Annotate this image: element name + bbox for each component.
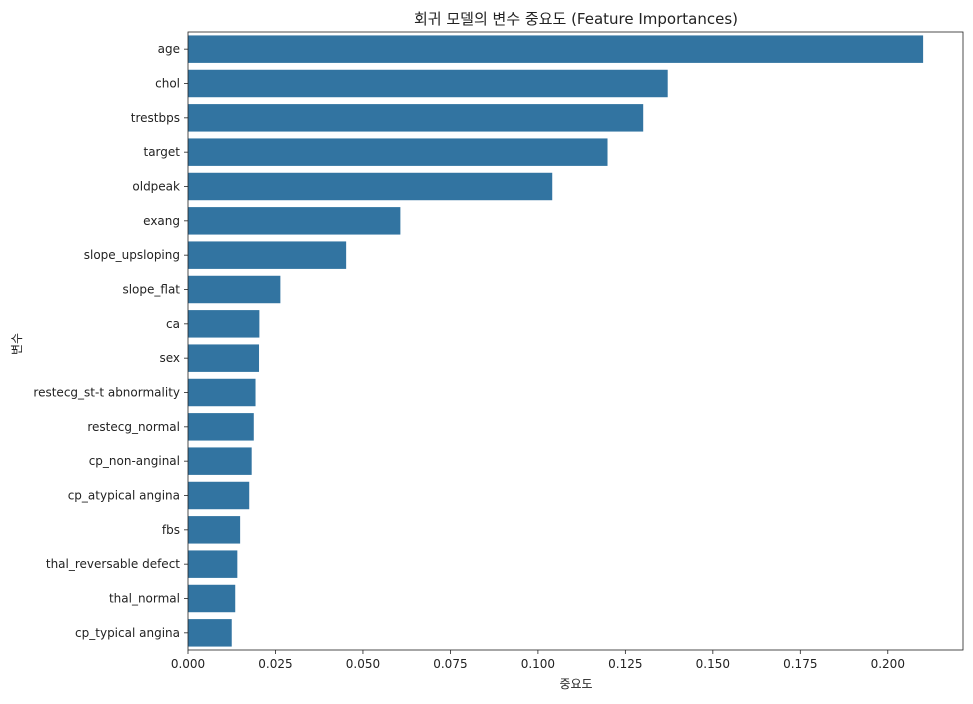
y-tick-label: target (144, 145, 181, 159)
y-tick-label: restecg_normal (87, 420, 180, 434)
y-tick-label: sex (159, 351, 180, 365)
x-tick-label: 0.150 (696, 657, 730, 671)
x-tick-label: 0.075 (433, 657, 467, 671)
bar-sex (188, 344, 260, 372)
x-tick-label: 0.125 (608, 657, 642, 671)
bar-restecg-st-t-abnormality (188, 378, 256, 407)
y-tick-label: chol (155, 77, 180, 91)
bar-cp-non-anginal (188, 447, 252, 475)
bar-restecg-normal (188, 413, 254, 441)
y-axis-label: 변수 (10, 333, 24, 355)
bar-target (188, 138, 608, 166)
bar-cp-atypical-angina (188, 481, 250, 510)
y-tick-label: oldpeak (132, 180, 180, 194)
bar-slope-flat (188, 275, 281, 304)
bar-thal-reversable-defect (188, 550, 238, 578)
chart-title: 회귀 모델의 변수 중요도 (Feature Importances) (414, 10, 738, 28)
y-tick-label: thal_reversable defect (46, 557, 180, 571)
y-tick-label: cp_atypical angina (68, 489, 180, 503)
y-tick-label: restecg_st-t abnormality (33, 386, 180, 400)
x-tick-label: 0.025 (258, 657, 292, 671)
bar-age (188, 35, 924, 63)
x-axis-label: 중요도 (559, 677, 592, 691)
plot-area-border (187, 31, 964, 651)
bar-exang (188, 207, 401, 235)
y-tick-label: slope_upsloping (84, 248, 180, 262)
y-tick-label: slope_flat (122, 283, 180, 297)
y-tick-label: trestbps (131, 111, 180, 125)
x-tick-label: 0.175 (783, 657, 817, 671)
bar-slope-upsloping (188, 241, 347, 269)
bar-cp-typical-angina (188, 619, 232, 647)
axes-frame (187, 31, 964, 651)
bar-fbs (188, 516, 241, 544)
y-tick-label: age (158, 42, 180, 56)
y-tick-labels: age chol trestbps target oldpeak exang slope_u… (33, 42, 188, 640)
bar-chol (188, 69, 668, 98)
y-tick-label: exang (143, 214, 180, 228)
x-tick-label: 0.100 (521, 657, 555, 671)
y-tick-label: fbs (162, 523, 180, 537)
y-tick-label: cp_non-anginal (89, 454, 180, 468)
bar-ca (188, 310, 260, 338)
x-ticks-group: 0.000 0.025 0.050 0.075 0.100 0.125 0.150 0.175… (171, 650, 905, 671)
y-tick-label: thal_normal (109, 592, 180, 606)
y-tick-label: ca (166, 317, 180, 331)
x-tick-label: 0.200 (871, 657, 905, 671)
bar-thal-normal (188, 584, 236, 613)
x-tick-label: 0.050 (346, 657, 380, 671)
bar-trestbps (188, 104, 644, 132)
x-tick-label: 0.000 (171, 657, 205, 671)
y-tick-label: cp_typical angina (75, 626, 180, 640)
bars-group (188, 35, 924, 647)
bar-oldpeak (188, 172, 553, 201)
